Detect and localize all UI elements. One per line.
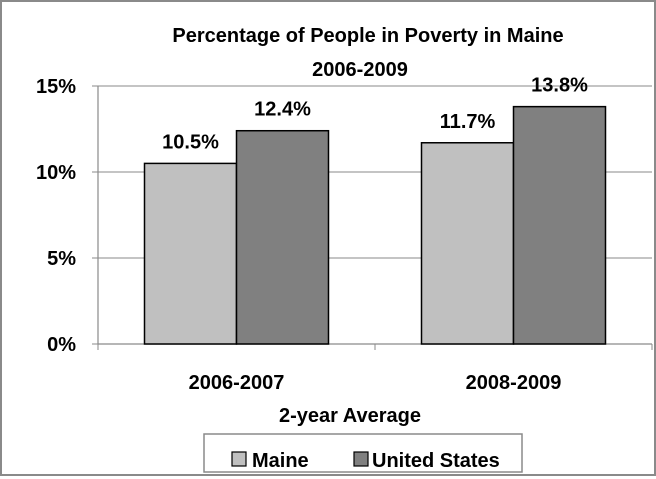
bar-maine-2008-2009	[420, 142, 515, 345]
legend-label-united-states: United States	[372, 450, 500, 472]
data-label-united-states: 12.4%	[254, 99, 311, 121]
y-tick-label: 5%	[47, 248, 76, 270]
legend-swatch-maine	[231, 451, 247, 467]
chart-title-line-2: 2006-2009	[312, 59, 408, 81]
x-axis-title: 2-year Average	[279, 405, 421, 427]
axes: 0% 5% 10% 15% 2006-2007 2008-2009	[36, 76, 653, 394]
x-category-label: 2008-2009	[466, 372, 562, 394]
y-tick-label: 15%	[36, 76, 76, 98]
bar-united-states-2008-2009	[512, 105, 607, 345]
y-tick-label: 0%	[47, 334, 76, 356]
data-label-maine: 10.5%	[162, 131, 219, 153]
poverty-bar-chart: 0%5%10%15%2006-2007 2008-2009 10.5%12.4%1…	[36, 25, 653, 473]
data-label-maine: 11.7%	[440, 111, 496, 133]
y-tick-label: 10%	[36, 162, 76, 184]
data-label-united-states: 13.8%	[531, 75, 588, 97]
legend: Maine United States	[203, 433, 523, 473]
bar-united-states-2006-2007	[235, 129, 330, 345]
x-category-label: 2006-2007	[189, 372, 285, 394]
bars	[143, 105, 607, 345]
bar-maine-2006-2007	[143, 162, 238, 345]
legend-swatch-united-states	[353, 451, 369, 467]
legend-label-maine: Maine	[252, 450, 309, 472]
chart-title-line-1: Percentage of People in Poverty in Maine	[172, 25, 563, 47]
data-labels: 10.5% 12.4% 11.7% 13.8%	[162, 75, 588, 154]
